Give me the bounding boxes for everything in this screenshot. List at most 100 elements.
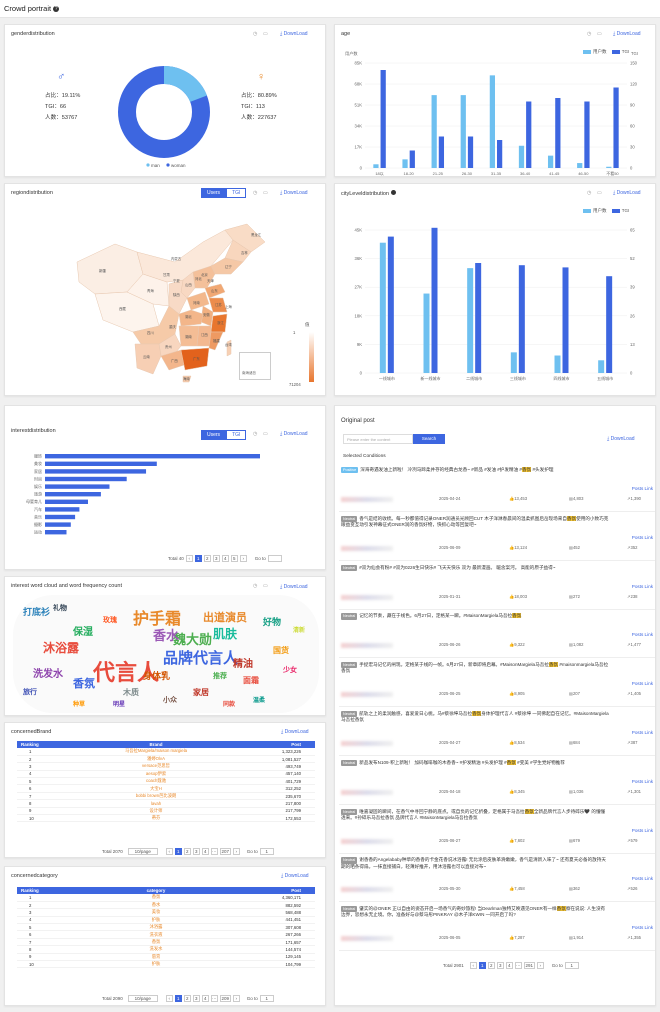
filter-icon[interactable]: ▭ bbox=[263, 31, 268, 37]
posts-link[interactable]: Posts Link bbox=[631, 632, 653, 638]
cloud-word[interactable]: 护手霜 bbox=[133, 611, 182, 628]
name-cell[interactable]: 香氛 bbox=[57, 938, 255, 947]
page-button[interactable]: 3 bbox=[192, 848, 200, 855]
cloud-word[interactable]: 少女 bbox=[283, 667, 297, 674]
clock-icon[interactable]: ◷ bbox=[587, 31, 592, 37]
posts-link[interactable]: Posts Link bbox=[631, 534, 653, 540]
goto-input[interactable]: 1 bbox=[259, 995, 274, 1002]
search-input[interactable]: Please enter the content bbox=[343, 434, 413, 444]
page-button[interactable]: 291 bbox=[523, 962, 535, 969]
name-cell[interactable]: 洗衣液 bbox=[57, 930, 255, 939]
interest-download-button[interactable]: ⤓ DownLoad bbox=[280, 431, 308, 437]
cloud-word[interactable]: 精油 bbox=[233, 659, 253, 670]
clock-icon[interactable]: ◷ bbox=[253, 431, 258, 437]
posts-download-button[interactable]: ⤓ DownLoad bbox=[607, 436, 635, 442]
page-size-select[interactable]: 10/page bbox=[127, 848, 158, 855]
name-cell[interactable]: 护肤 bbox=[57, 916, 255, 925]
col-post[interactable]: Post bbox=[255, 741, 315, 748]
cloud-word[interactable]: 明星 bbox=[113, 702, 126, 708]
page-button[interactable]: 4 bbox=[201, 848, 209, 855]
page-button[interactable]: 209 bbox=[219, 995, 231, 1002]
name-cell[interactable]: 蒂芬 bbox=[57, 814, 255, 823]
posts-link[interactable]: Posts Link bbox=[631, 486, 653, 491]
category-download-button[interactable]: ⤓ DownLoad bbox=[281, 873, 309, 879]
col-category[interactable]: category bbox=[57, 887, 255, 894]
page-size-select[interactable]: 10/page bbox=[127, 995, 158, 1002]
age-download-button[interactable]: ⤓ DownLoad bbox=[613, 31, 641, 37]
color-scale-bar[interactable] bbox=[309, 332, 314, 382]
filter-icon[interactable]: ▭ bbox=[597, 190, 602, 196]
filter-icon[interactable]: ▭ bbox=[263, 583, 268, 589]
cloud-word[interactable]: 面霜 bbox=[243, 676, 259, 685]
name-cell[interactable]: 马吾拉Margiela/maison margiela bbox=[57, 748, 255, 756]
name-cell[interactable]: 香水 bbox=[57, 901, 255, 910]
name-cell[interactable]: bobbi brown芭比波朗 bbox=[57, 792, 255, 801]
clock-icon[interactable]: ◷ bbox=[253, 190, 258, 196]
users-tgi-toggle[interactable]: Users TGI bbox=[201, 430, 247, 440]
name-cell[interactable]: 设计师 bbox=[57, 807, 255, 816]
cloud-word[interactable]: 香氛 bbox=[73, 678, 95, 690]
cloud-word[interactable]: 出道演员 bbox=[203, 612, 247, 624]
prev-page-button[interactable]: ‹ bbox=[469, 962, 477, 969]
help-icon[interactable] bbox=[390, 190, 396, 195]
cloud-word[interactable]: 身体乳 bbox=[143, 671, 171, 681]
cloud-word[interactable]: 礼物 bbox=[53, 605, 67, 612]
name-cell[interactable]: 美妆 bbox=[57, 908, 255, 917]
name-cell[interactable]: coach蔻驰 bbox=[57, 777, 255, 786]
page-button[interactable]: ··· bbox=[514, 962, 522, 969]
col-ranking[interactable]: Ranking bbox=[17, 741, 57, 748]
page-button[interactable]: 207 bbox=[219, 848, 231, 855]
cloud-word[interactable]: 同款 bbox=[223, 702, 236, 708]
next-page-button[interactable]: › bbox=[232, 848, 240, 855]
posts-link[interactable]: Posts Link bbox=[631, 925, 653, 931]
prev-page-button[interactable]: ‹ bbox=[165, 995, 173, 1002]
tab-users[interactable]: Users bbox=[201, 188, 227, 198]
name-cell[interactable]: 护肤 bbox=[57, 960, 255, 969]
page-button[interactable]: 3 bbox=[212, 555, 220, 562]
cloud-word[interactable]: 打底衫 bbox=[23, 607, 51, 617]
cloud-word[interactable]: 木质 bbox=[123, 688, 139, 697]
prev-page-button[interactable]: ‹ bbox=[165, 848, 173, 855]
clock-icon[interactable]: ◷ bbox=[253, 31, 258, 37]
posts-link[interactable]: Posts Link bbox=[631, 583, 653, 589]
clock-icon[interactable]: ◷ bbox=[587, 190, 592, 196]
help-icon[interactable]: ? bbox=[53, 6, 60, 13]
tab-tgi[interactable]: TGI bbox=[226, 430, 247, 440]
gender-download-button[interactable]: ⤓ DownLoad bbox=[280, 31, 308, 37]
page-button[interactable]: 2 bbox=[183, 848, 191, 855]
cloud-word[interactable]: 肌肤 bbox=[213, 627, 238, 641]
city-download-button[interactable]: ⤓ DownLoad bbox=[613, 190, 641, 196]
cloud-word[interactable]: 代言人 bbox=[93, 660, 160, 685]
name-cell[interactable]: 洗发水 bbox=[57, 945, 255, 954]
posts-link[interactable]: Posts Link bbox=[631, 681, 653, 687]
wordcloud-download-button[interactable]: ⤓ DownLoad bbox=[280, 584, 308, 590]
posts-link[interactable]: Posts Link bbox=[631, 778, 653, 784]
name-cell[interactable]: 潘婷OlvA bbox=[57, 755, 255, 764]
name-cell[interactable]: 唇膏 bbox=[57, 953, 255, 962]
prev-page-button[interactable]: ‹ bbox=[185, 555, 193, 562]
page-button[interactable]: 4 bbox=[201, 995, 209, 1002]
tab-tgi[interactable]: TGI bbox=[226, 188, 247, 198]
filter-icon[interactable]: ▭ bbox=[263, 431, 268, 437]
name-cell[interactable]: 香氛 bbox=[57, 894, 255, 902]
next-page-button[interactable]: › bbox=[239, 555, 247, 562]
next-page-button[interactable]: › bbox=[536, 962, 544, 969]
page-button[interactable]: 3 bbox=[192, 995, 200, 1002]
page-button[interactable]: 2 bbox=[487, 962, 495, 969]
page-button[interactable]: 4 bbox=[221, 555, 229, 562]
posts-link[interactable]: Posts Link bbox=[631, 730, 653, 735]
cloud-word[interactable]: 家居 bbox=[193, 688, 209, 697]
goto-input[interactable] bbox=[267, 555, 282, 562]
goto-input[interactable]: 1 bbox=[259, 848, 274, 855]
col-brand[interactable]: Brand bbox=[57, 741, 255, 748]
cloud-word[interactable]: 种草 bbox=[73, 702, 86, 708]
region-download-button[interactable]: ⤓ DownLoad bbox=[280, 190, 308, 196]
cloud-word[interactable]: 沐浴露 bbox=[43, 641, 80, 655]
page-button[interactable]: 1 bbox=[174, 995, 182, 1002]
posts-link[interactable]: Posts Link bbox=[631, 876, 653, 882]
cloud-word[interactable]: 国货 bbox=[273, 646, 289, 655]
next-page-button[interactable]: › bbox=[232, 995, 240, 1002]
posts-link[interactable]: Posts Link bbox=[631, 827, 653, 833]
search-button[interactable]: Search bbox=[413, 434, 445, 444]
